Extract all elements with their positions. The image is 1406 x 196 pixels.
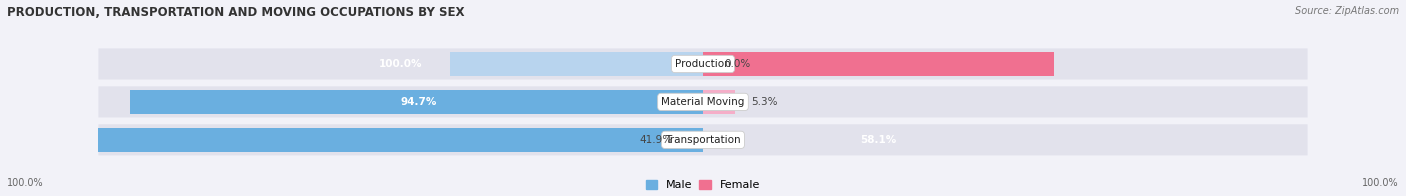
Text: 100.0%: 100.0% (1362, 178, 1399, 188)
Text: 41.9%: 41.9% (640, 135, 672, 145)
Text: PRODUCTION, TRANSPORTATION AND MOVING OCCUPATIONS BY SEX: PRODUCTION, TRANSPORTATION AND MOVING OC… (7, 6, 464, 19)
Bar (131, 90, 703, 114)
Bar (703, 52, 1054, 76)
Text: 5.3%: 5.3% (751, 97, 778, 107)
Text: 58.1%: 58.1% (860, 135, 897, 145)
Text: 0.0%: 0.0% (724, 59, 751, 69)
Text: 100.0%: 100.0% (7, 178, 44, 188)
Bar (450, 52, 703, 76)
Bar (98, 128, 703, 152)
Legend: Male, Female: Male, Female (647, 180, 759, 191)
FancyBboxPatch shape (98, 86, 1308, 117)
FancyBboxPatch shape (98, 48, 1308, 80)
Text: Source: ZipAtlas.com: Source: ZipAtlas.com (1295, 6, 1399, 16)
Text: Production: Production (675, 59, 731, 69)
Text: 100.0%: 100.0% (380, 59, 422, 69)
Bar (703, 90, 735, 114)
Text: Transportation: Transportation (665, 135, 741, 145)
FancyBboxPatch shape (98, 124, 1308, 155)
Text: 94.7%: 94.7% (401, 97, 437, 107)
Text: Material Moving: Material Moving (661, 97, 745, 107)
